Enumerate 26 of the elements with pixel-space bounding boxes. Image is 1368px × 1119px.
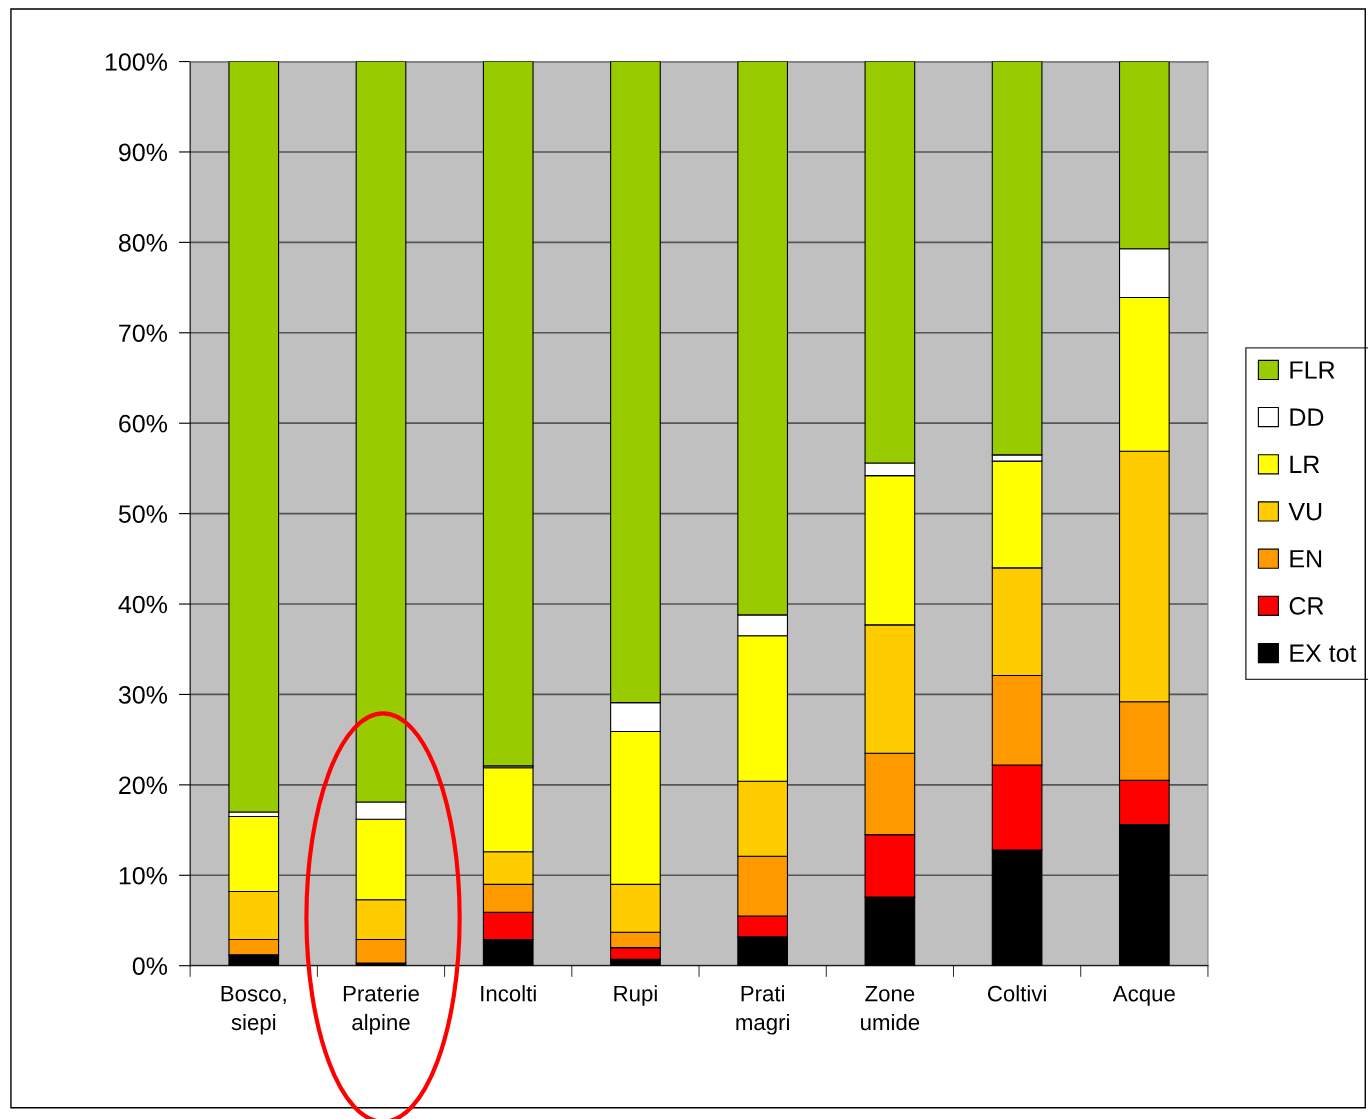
legend-label: VU xyxy=(1288,502,1322,521)
y-tick-label: 80% xyxy=(118,233,168,252)
y-tick-label: 60% xyxy=(119,414,168,433)
x-tick-label: Zone umide xyxy=(861,985,920,1031)
x-tick-label: Rupi xyxy=(614,985,657,1006)
y-tick-label: 20% xyxy=(119,776,168,795)
y-tick-label: 50% xyxy=(118,505,168,523)
legend-label: LR xyxy=(1290,455,1320,473)
y-tick-label: 90% xyxy=(119,143,168,162)
y-tick-label: 100% xyxy=(105,53,168,71)
legend-label: EN xyxy=(1290,550,1322,568)
x-tick-label: Praterie alpine xyxy=(343,985,419,1035)
y-tick-label: 0% xyxy=(132,957,168,975)
y-tick-label: 70% xyxy=(119,324,168,343)
x-tick-label: Coltivi xyxy=(987,985,1046,1002)
y-tick-label: 30% xyxy=(118,686,168,704)
legend-label: CR xyxy=(1289,597,1324,615)
legend-label: EX tot xyxy=(1290,644,1357,662)
legend-label: FLR xyxy=(1290,361,1335,379)
x-tick-label: Incolti xyxy=(481,985,536,1002)
x-tick-label: Prati magri xyxy=(736,985,789,1035)
x-tick-label: Bosco, siepi xyxy=(221,985,286,1035)
x-tick-label: Acque xyxy=(1112,985,1175,1006)
legend-label: DD xyxy=(1290,408,1324,426)
y-tick-label: 10% xyxy=(119,866,168,885)
y-tick-label: 40% xyxy=(118,595,168,614)
